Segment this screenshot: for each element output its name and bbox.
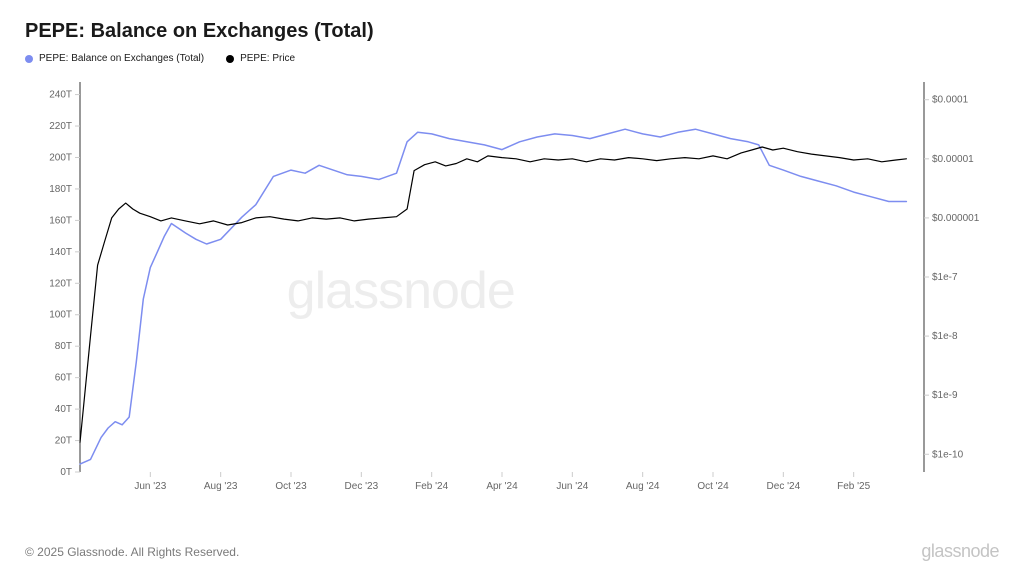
svg-text:glassnode: glassnode xyxy=(287,262,515,320)
chart-area: glassnode 0T 20T 40T 60T 80T 100T 120T 140T 160T 1… xyxy=(25,72,999,502)
legend: PEPE: Balance on Exchanges (Total) PEPE:… xyxy=(25,53,999,64)
svg-text:60T: 60T xyxy=(55,373,72,384)
svg-text:120T: 120T xyxy=(49,278,72,289)
footer: © 2025 Glassnode. All Rights Reserved. g… xyxy=(25,541,999,562)
svg-text:Aug '24: Aug '24 xyxy=(626,481,660,492)
svg-text:0T: 0T xyxy=(60,467,72,478)
legend-swatch-balance xyxy=(25,55,33,63)
svg-text:$1e-10: $1e-10 xyxy=(932,449,964,460)
svg-text:220T: 220T xyxy=(49,121,72,132)
svg-text:140T: 140T xyxy=(49,247,72,258)
svg-text:Dec '23: Dec '23 xyxy=(345,481,379,492)
svg-text:200T: 200T xyxy=(49,152,72,163)
svg-text:Dec '24: Dec '24 xyxy=(767,481,801,492)
svg-text:80T: 80T xyxy=(55,341,72,352)
svg-text:160T: 160T xyxy=(49,215,72,226)
svg-text:$0.00001: $0.00001 xyxy=(932,154,974,165)
svg-text:$1e-7: $1e-7 xyxy=(932,272,958,283)
brand-logo: glassnode xyxy=(921,541,999,562)
svg-text:Apr '24: Apr '24 xyxy=(486,481,518,492)
svg-text:Oct '24: Oct '24 xyxy=(697,481,729,492)
svg-text:240T: 240T xyxy=(49,90,72,101)
svg-text:$1e-8: $1e-8 xyxy=(932,331,958,342)
svg-text:20T: 20T xyxy=(55,436,72,447)
svg-text:40T: 40T xyxy=(55,404,72,415)
svg-text:180T: 180T xyxy=(49,184,72,195)
svg-text:Aug '23: Aug '23 xyxy=(204,481,238,492)
legend-label-price: PEPE: Price xyxy=(240,53,295,64)
legend-label-balance: PEPE: Balance on Exchanges (Total) xyxy=(39,53,204,64)
chart-svg: glassnode 0T 20T 40T 60T 80T 100T 120T 140T 160T 1… xyxy=(25,72,999,502)
svg-text:Jun '23: Jun '23 xyxy=(134,481,166,492)
svg-text:$0.0001: $0.0001 xyxy=(932,95,969,106)
svg-text:$0.000001: $0.000001 xyxy=(932,213,980,224)
svg-text:Oct '23: Oct '23 xyxy=(275,481,307,492)
copyright-text: © 2025 Glassnode. All Rights Reserved. xyxy=(25,545,239,559)
chart-title: PEPE: Balance on Exchanges (Total) xyxy=(25,20,999,43)
chart-container: PEPE: Balance on Exchanges (Total) PEPE:… xyxy=(0,0,1024,576)
legend-swatch-price xyxy=(226,55,234,63)
svg-text:100T: 100T xyxy=(49,310,72,321)
legend-item-balance: PEPE: Balance on Exchanges (Total) xyxy=(25,53,204,64)
svg-text:$1e-9: $1e-9 xyxy=(932,390,958,401)
svg-text:Feb '24: Feb '24 xyxy=(415,481,448,492)
svg-text:Jun '24: Jun '24 xyxy=(556,481,588,492)
legend-item-price: PEPE: Price xyxy=(226,53,295,64)
svg-text:Feb '25: Feb '25 xyxy=(837,481,870,492)
